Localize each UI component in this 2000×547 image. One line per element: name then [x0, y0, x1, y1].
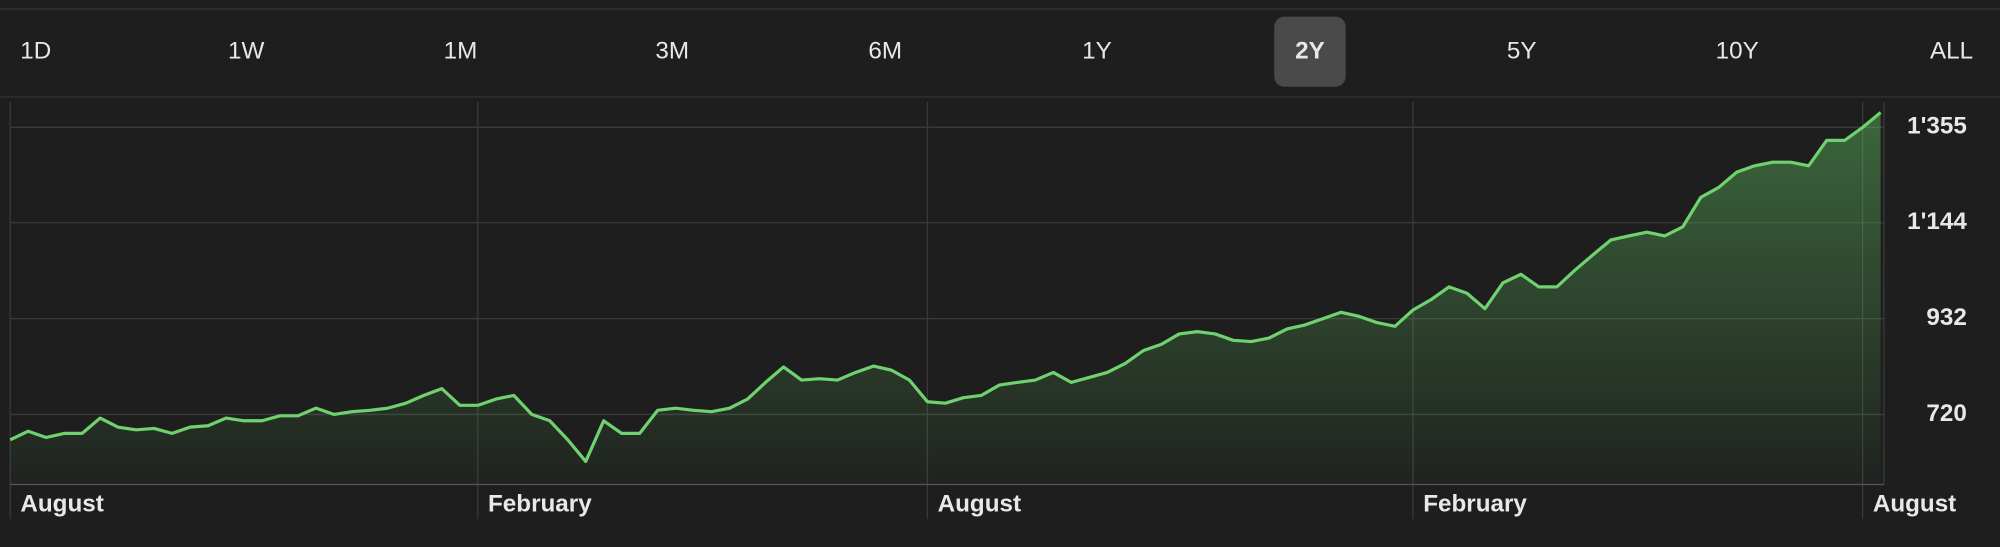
x-tick-label: August [20, 490, 103, 517]
line [9, 111, 1882, 464]
range-button[interactable]: 6M [868, 38, 902, 65]
y-tick-label: 932 [1926, 304, 1966, 331]
plot: 720 932 1'144 1'355 August February August Febr… [9, 102, 1967, 519]
y-tick-label: 1'144 [1907, 208, 1967, 235]
x-tick-label: August [1873, 490, 1956, 517]
x-tick-label: February [1423, 490, 1527, 517]
range-button[interactable]: ALL [1930, 38, 1973, 65]
range-button[interactable]: 5Y [1507, 38, 1537, 65]
selected-button-bg[interactable] [1274, 16, 1346, 87]
range-button[interactable]: 1M [444, 38, 478, 65]
y-tick-label: 720 [1926, 400, 1966, 427]
range-button[interactable]: 3M [655, 38, 689, 65]
x-tick-label: February [488, 490, 592, 517]
range-buttons: 1D 1W 1M 3M 6M 1Y 2Y 5Y 10Y ALL [20, 16, 1973, 87]
range-button[interactable]: 1W [228, 38, 264, 65]
range-button[interactable]: 2Y [1295, 38, 1325, 65]
area [10, 112, 1881, 485]
range-button[interactable]: 10Y [1716, 38, 1759, 65]
range-button[interactable]: 1D [20, 38, 51, 65]
y-tick-label: 1'355 [1907, 113, 1967, 140]
x-tick-label: August [938, 490, 1021, 517]
range-button[interactable]: 1Y [1082, 38, 1112, 65]
